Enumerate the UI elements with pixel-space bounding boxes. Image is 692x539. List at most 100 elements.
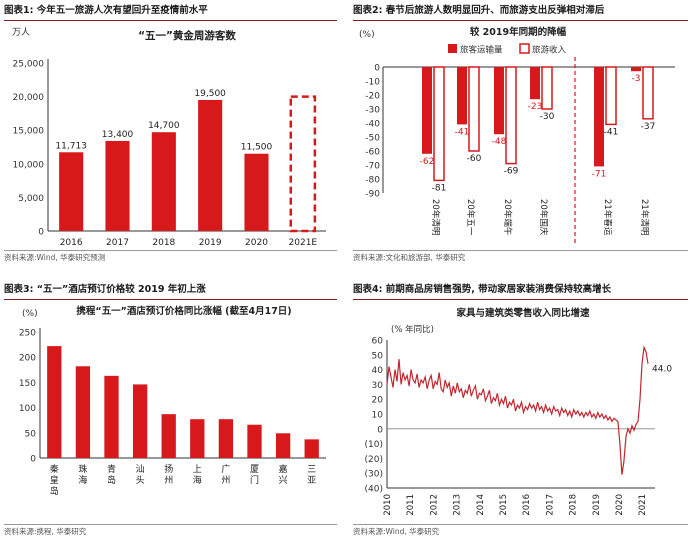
chart-2-x-label: 20年清明	[430, 199, 441, 235]
chart-2-ytick-label: -40	[365, 120, 380, 130]
chart-4-x-label: 2018	[569, 494, 579, 516]
panel-1: 图表1: 今年五一旅游人次有望回升至疫情前水平 “五一”黄金周游客数 万人 0 5,0…	[4, 3, 337, 265]
chart-2-legend-label-1: 旅客运输量	[460, 45, 503, 56]
chart-1-x-label: 2017	[106, 238, 129, 248]
chart-2-bar-series-2	[433, 66, 445, 182]
chart-2-bar-label-2: -30	[540, 112, 555, 122]
chart-4-ytick-label: 40	[372, 366, 384, 376]
panel-4-header-num: 图表4:	[353, 284, 383, 295]
chart-2-ytick-label: -30	[365, 106, 380, 116]
panel-1-header: 图表1: 今年五一旅游人次有望回升至疫情前水平	[4, 3, 337, 21]
chart-2-legend-label-2: 旅游收入	[532, 45, 567, 56]
chart-2-bar-label-2: -69	[504, 167, 519, 177]
chart-1-bar-label: 11,500	[241, 143, 273, 153]
chart-3-bar	[104, 375, 119, 458]
chart-3-x-label: 嘉兴	[279, 463, 288, 486]
chart-1-x-label: 2021E	[289, 238, 318, 248]
chart-2-ytick-label: -80	[365, 176, 380, 186]
chart-2-bar-series-1	[631, 67, 641, 72]
chart-3-ytick-label: 100	[19, 404, 36, 414]
chart-3-x-label: 秦皇岛	[50, 463, 59, 497]
panel-4: 图表4: 前期商品房销售强势, 带动家居家装消费保持较高增长 家具与建筑类零售收…	[353, 282, 688, 537]
chart-1-bar	[198, 99, 223, 232]
chart-3-x-label: 厦门	[250, 464, 259, 486]
chart-1-bar-label: 13,400	[102, 130, 134, 140]
chart-3-x-label: 扬州	[164, 463, 173, 486]
chart-3-ytick-label: 0	[30, 455, 36, 465]
chart-4-ytick-label: 20	[372, 396, 384, 406]
chart-2-legend-swatch-1	[448, 44, 457, 53]
chart-2-bar-series-2	[642, 66, 654, 120]
chart-1-ytick-label: 0	[38, 228, 44, 238]
chart-1-bar	[59, 152, 84, 231]
chart-1-bar	[151, 132, 176, 231]
chart-4-ytick-label: (20)	[365, 455, 383, 465]
chart-4-x-label: 2020	[615, 494, 625, 516]
chart-3-ytick-label: 50	[25, 429, 37, 439]
chart-2-ytick-label: -70	[365, 162, 380, 172]
panel-4-header: 图表4: 前期商品房销售强势, 带动家居家装消费保持较高增长	[353, 282, 688, 300]
chart-2-ytick-label: -50	[365, 134, 380, 144]
panel-2-header-text: 春节后旅游人数明显回升、而旅游支出反弹相对滞后	[385, 5, 605, 16]
panel-2-source: 资料来源:文化和旅游部, 华泰研究	[353, 250, 688, 264]
chart-4-end-label: 44.0	[652, 365, 672, 375]
chart-2-bar-series-1	[457, 67, 467, 125]
chart-2-bar-series-2	[541, 66, 553, 110]
panel-3-source: 资料来源:携程, 华泰研究	[4, 524, 337, 538]
chart-4: 家具与建筑类零售收入同比增速(% 年同比)6050403020100(10)(2…	[365, 307, 673, 516]
chart-1-bar	[105, 140, 130, 231]
chart-1-ytick-label: 10,000	[13, 160, 45, 170]
panel-4-source: 资料来源:Wind, 华泰研究	[353, 524, 688, 538]
chart-2-ylabel: (%)	[359, 30, 375, 40]
chart-4-ylabel: (% 年同比)	[391, 324, 434, 335]
chart-3-bar	[132, 384, 148, 458]
chart-2-bar-label-1: -71	[592, 169, 607, 179]
chart-1-x-label: 2020	[245, 238, 268, 248]
chart-1-bar-label: 11,713	[55, 141, 87, 151]
chart-2-x-label: 21年春运	[602, 199, 613, 236]
chart-1-bar	[244, 153, 269, 231]
panel-3-header-text: “五一”酒店预订价格较 2019 年初上涨	[36, 284, 206, 295]
chart-3-bar	[161, 414, 176, 458]
chart-2-x-label: 20年国庆	[538, 199, 549, 236]
chart-3-ylabel: (%)	[22, 309, 38, 319]
panel-3-header: 图表3: “五一”酒店预订价格较 2019 年初上涨	[4, 282, 337, 300]
chart-2-ytick-label: -10	[365, 78, 380, 88]
panel-3: 图表3: “五一”酒店预订价格较 2019 年初上涨 携程“五一”酒店预订价格同…	[4, 282, 337, 537]
chart-3-bar	[304, 439, 319, 458]
chart-1-ytick-label: 20,000	[13, 93, 45, 103]
chart-4-title: 家具与建筑类零售收入同比增速	[456, 307, 590, 319]
chart-4-ytick-label: (10)	[365, 440, 383, 450]
chart-2-bar-series-2	[505, 66, 517, 165]
chart-2-bar-series-1	[422, 67, 432, 154]
chart-3-x-label: 上海	[193, 464, 202, 486]
chart-4-ytick-label: 0	[377, 425, 383, 435]
chart-3-bar	[275, 433, 291, 458]
chart-2-bar-series-2	[605, 66, 617, 126]
panel-2-header-num: 图表2:	[353, 5, 383, 16]
chart-3-bar	[47, 346, 62, 458]
chart-1-ylabel: 万人	[12, 27, 30, 38]
chart-1-x-label: 2018	[152, 238, 175, 248]
chart-1-bar-label: 14,700	[148, 121, 180, 131]
chart-2-bar-label-2: -81	[432, 183, 447, 193]
chart-3-bar	[190, 419, 205, 458]
chart-2-bar-label-2: -60	[467, 154, 482, 164]
chart-1-ytick-label: 15,000	[13, 127, 45, 137]
panel-3-header-num: 图表3:	[4, 284, 34, 295]
chart-3-x-label: 三亚	[307, 465, 316, 486]
chart-3-ytick-label: 250	[19, 329, 36, 339]
chart-1-x-label: 2016	[60, 238, 83, 248]
chart-4-x-label: 2019	[592, 494, 602, 516]
chart-1-title: “五一”黄金周游客数	[138, 29, 236, 42]
chart-1-estimate-bar	[289, 95, 317, 233]
panel-1-source: 资料来源:Wind, 华泰研究预测	[4, 250, 337, 264]
chart-2-ytick-label: -20	[365, 92, 380, 102]
chart-4-x-label: 2011	[406, 494, 416, 516]
chart-4-x-label: 2013	[453, 494, 463, 516]
chart-2-ytick-label: 0	[374, 64, 380, 74]
chart-2-bar-label-1: -62	[420, 157, 435, 167]
chart-4-ytick-label: 30	[372, 381, 384, 391]
chart-1-ytick-label: 25,000	[13, 60, 45, 70]
chart-3-bar	[247, 424, 262, 458]
